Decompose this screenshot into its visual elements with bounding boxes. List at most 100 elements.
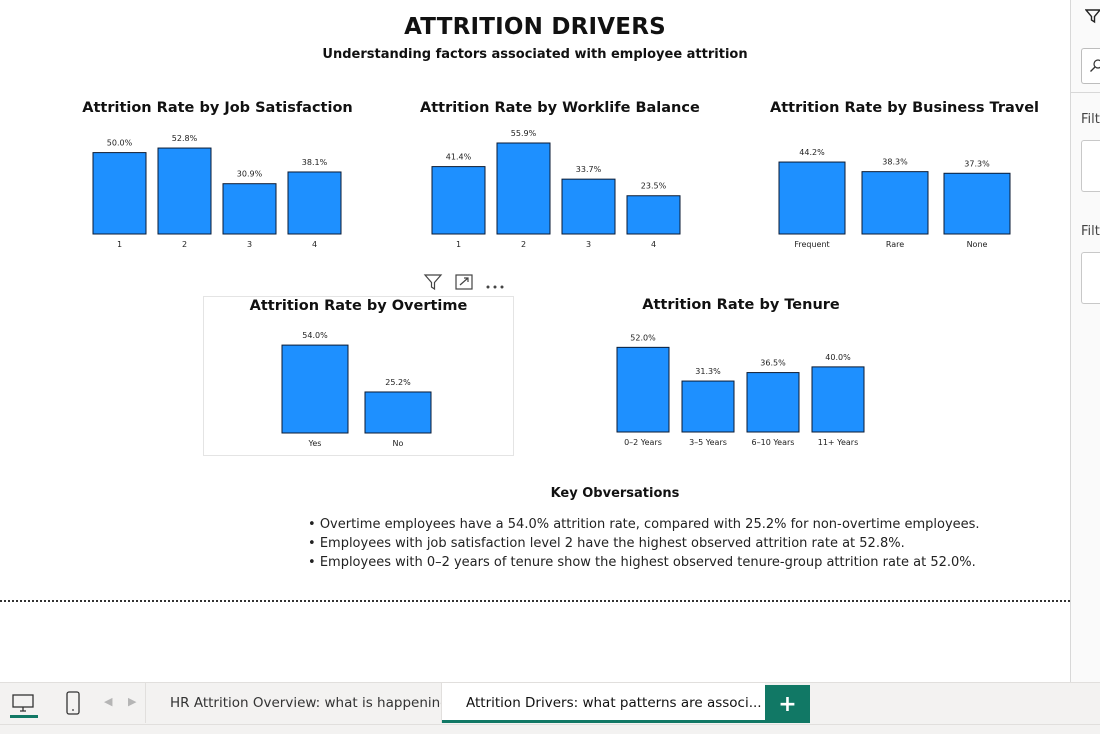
data-label: 23.5% <box>641 182 667 191</box>
chart-title: Attrition Rate by Overtime <box>249 298 468 314</box>
data-label: 52.0% <box>630 333 656 342</box>
x-tick-label: Frequent <box>794 240 829 249</box>
bar-6-10-years[interactable] <box>746 372 800 433</box>
phone-icon <box>66 691 80 715</box>
x-tick-label: No <box>393 439 404 448</box>
report-title: ATTRITION DRIVERS <box>404 14 666 40</box>
data-label: 40.0% <box>825 353 851 362</box>
x-tick-label: None <box>967 240 988 249</box>
chart-tenure[interactable]: Attrition Rate by Tenure 52.0% 0–2 Years 3… <box>600 296 882 456</box>
x-tick-label: Rare <box>886 240 904 249</box>
bar-no[interactable] <box>364 391 432 434</box>
chart-job-satisfaction[interactable]: Attrition Rate by Job Satisfaction 50.0%… <box>80 98 355 258</box>
chart-title: Attrition Rate by Business Travel <box>770 100 1040 116</box>
chart-plot: 50.0% 1 52.8% 2 30.9% 3 38.1% 4 <box>92 134 342 249</box>
tab-label: HR Attrition Overview: what is happening <box>170 695 449 711</box>
x-tick-label: 6–10 Years <box>752 438 795 447</box>
data-label: 36.5% <box>760 359 786 368</box>
pane-divider <box>1071 92 1100 93</box>
search-input[interactable] <box>1081 48 1100 84</box>
observation-item: Overtime employees have a 54.0% attritio… <box>308 515 980 534</box>
more-options-icon[interactable] <box>485 275 505 294</box>
data-label: 25.2% <box>385 378 411 387</box>
bar-3[interactable] <box>561 178 616 235</box>
status-bar <box>0 724 1100 734</box>
filter-card[interactable] <box>1081 252 1100 304</box>
bar-11-years[interactable] <box>811 366 865 433</box>
chart-plot: 41.4% 1 55.9% 2 33.7% 3 23.5% 4 <box>431 129 681 249</box>
bar-3[interactable] <box>222 183 277 235</box>
observation-item: Employees with 0–2 years of tenure show … <box>308 553 980 572</box>
chart-worklife-balance[interactable]: Attrition Rate by Worklife Balance 41.4%… <box>420 98 700 258</box>
data-label: 37.3% <box>964 159 990 168</box>
bar-none[interactable] <box>943 172 1011 235</box>
bar-4[interactable] <box>287 171 342 235</box>
bar-1[interactable] <box>431 166 486 235</box>
add-page-button[interactable]: + <box>765 685 810 723</box>
report-subtitle: Understanding factors associated with em… <box>322 47 748 62</box>
search-icon <box>1090 59 1100 72</box>
mobile-view-button[interactable] <box>58 687 88 719</box>
filter-section-label: Filt <box>1081 112 1100 127</box>
data-label: 31.3% <box>695 367 721 376</box>
x-tick-label: 0–2 Years <box>624 438 662 447</box>
page-tab-bar: ◀ ▶ HR Attrition Overview: what is happe… <box>0 682 1100 734</box>
tab-hr-attrition-overview[interactable]: HR Attrition Overview: what is happening <box>145 683 449 723</box>
data-label: 54.0% <box>302 331 328 340</box>
filter-icon[interactable] <box>1084 8 1100 28</box>
active-view-indicator <box>10 715 38 718</box>
report-canvas: ATTRITION DRIVERS Understanding factors … <box>0 0 1070 682</box>
x-tick-label: 2 <box>521 240 526 249</box>
tab-label: Attrition Drivers: what patterns are ass… <box>466 695 762 711</box>
data-label: 50.0% <box>107 139 133 148</box>
data-label: 52.8% <box>172 134 198 143</box>
x-tick-label: 3 <box>586 240 591 249</box>
data-label: 55.9% <box>511 129 537 138</box>
desktop-view-button[interactable] <box>8 687 38 719</box>
observation-item: Employees with job satisfaction level 2 … <box>308 534 980 553</box>
chart-title: Attrition Rate by Tenure <box>642 297 840 313</box>
chart-overtime[interactable]: Attrition Rate by Overtime 54.0% Yes 25.2%… <box>203 296 514 456</box>
data-label: 38.3% <box>882 158 908 167</box>
filters-pane: Filt Filt <box>1070 0 1100 682</box>
monitor-icon <box>12 694 34 712</box>
focus-mode-icon[interactable] <box>455 274 473 294</box>
bar-1[interactable] <box>92 152 147 235</box>
filter-card[interactable] <box>1081 140 1100 192</box>
bar-4[interactable] <box>626 195 681 235</box>
visual-header <box>423 274 513 294</box>
data-label: 44.2% <box>799 148 825 157</box>
x-tick-label: 3–5 Years <box>689 438 727 447</box>
data-label: 30.9% <box>237 170 263 179</box>
chart-plot: 44.2% Frequent 38.3% Rare 37.3% None <box>778 148 1011 249</box>
bar-yes[interactable] <box>281 344 349 434</box>
bar-frequent[interactable] <box>778 161 846 235</box>
chart-title: Attrition Rate by Job Satisfaction <box>82 100 353 116</box>
bar-3-5-years[interactable] <box>681 380 735 433</box>
filter-icon[interactable] <box>423 273 443 295</box>
chart-business-travel[interactable]: Attrition Rate by Business Travel 44.2% F… <box>770 98 1040 258</box>
observations-title: Key Obversations <box>550 486 680 501</box>
bar-rare[interactable] <box>861 171 929 235</box>
chart-title: Attrition Rate by Worklife Balance <box>420 100 700 116</box>
data-label: 41.4% <box>446 153 472 162</box>
chart-plot: 52.0% 0–2 Years 31.3% 3–5 Years 36.5% 6–10 Ye… <box>616 333 865 447</box>
next-page-arrow-icon[interactable]: ▶ <box>128 695 137 708</box>
x-tick-label: 2 <box>182 240 187 249</box>
x-tick-label: Yes <box>308 439 322 448</box>
observations-list: Overtime employees have a 54.0% attritio… <box>308 515 980 572</box>
data-label: 33.7% <box>576 165 602 174</box>
prev-page-arrow-icon[interactable]: ◀ <box>104 695 113 708</box>
x-tick-label: 4 <box>651 240 656 249</box>
x-tick-label: 4 <box>312 240 317 249</box>
bar-0-2-years[interactable] <box>616 346 670 433</box>
bar-2[interactable] <box>157 147 212 235</box>
filter-section-label: Filt <box>1081 224 1100 239</box>
chart-plot: 54.0% Yes 25.2% No <box>281 331 432 448</box>
x-tick-label: 3 <box>247 240 252 249</box>
bar-2[interactable] <box>496 142 551 235</box>
tab-attrition-drivers[interactable]: Attrition Drivers: what patterns are ass… <box>441 683 765 723</box>
x-tick-label: 1 <box>117 240 122 249</box>
data-label: 38.1% <box>302 158 328 167</box>
